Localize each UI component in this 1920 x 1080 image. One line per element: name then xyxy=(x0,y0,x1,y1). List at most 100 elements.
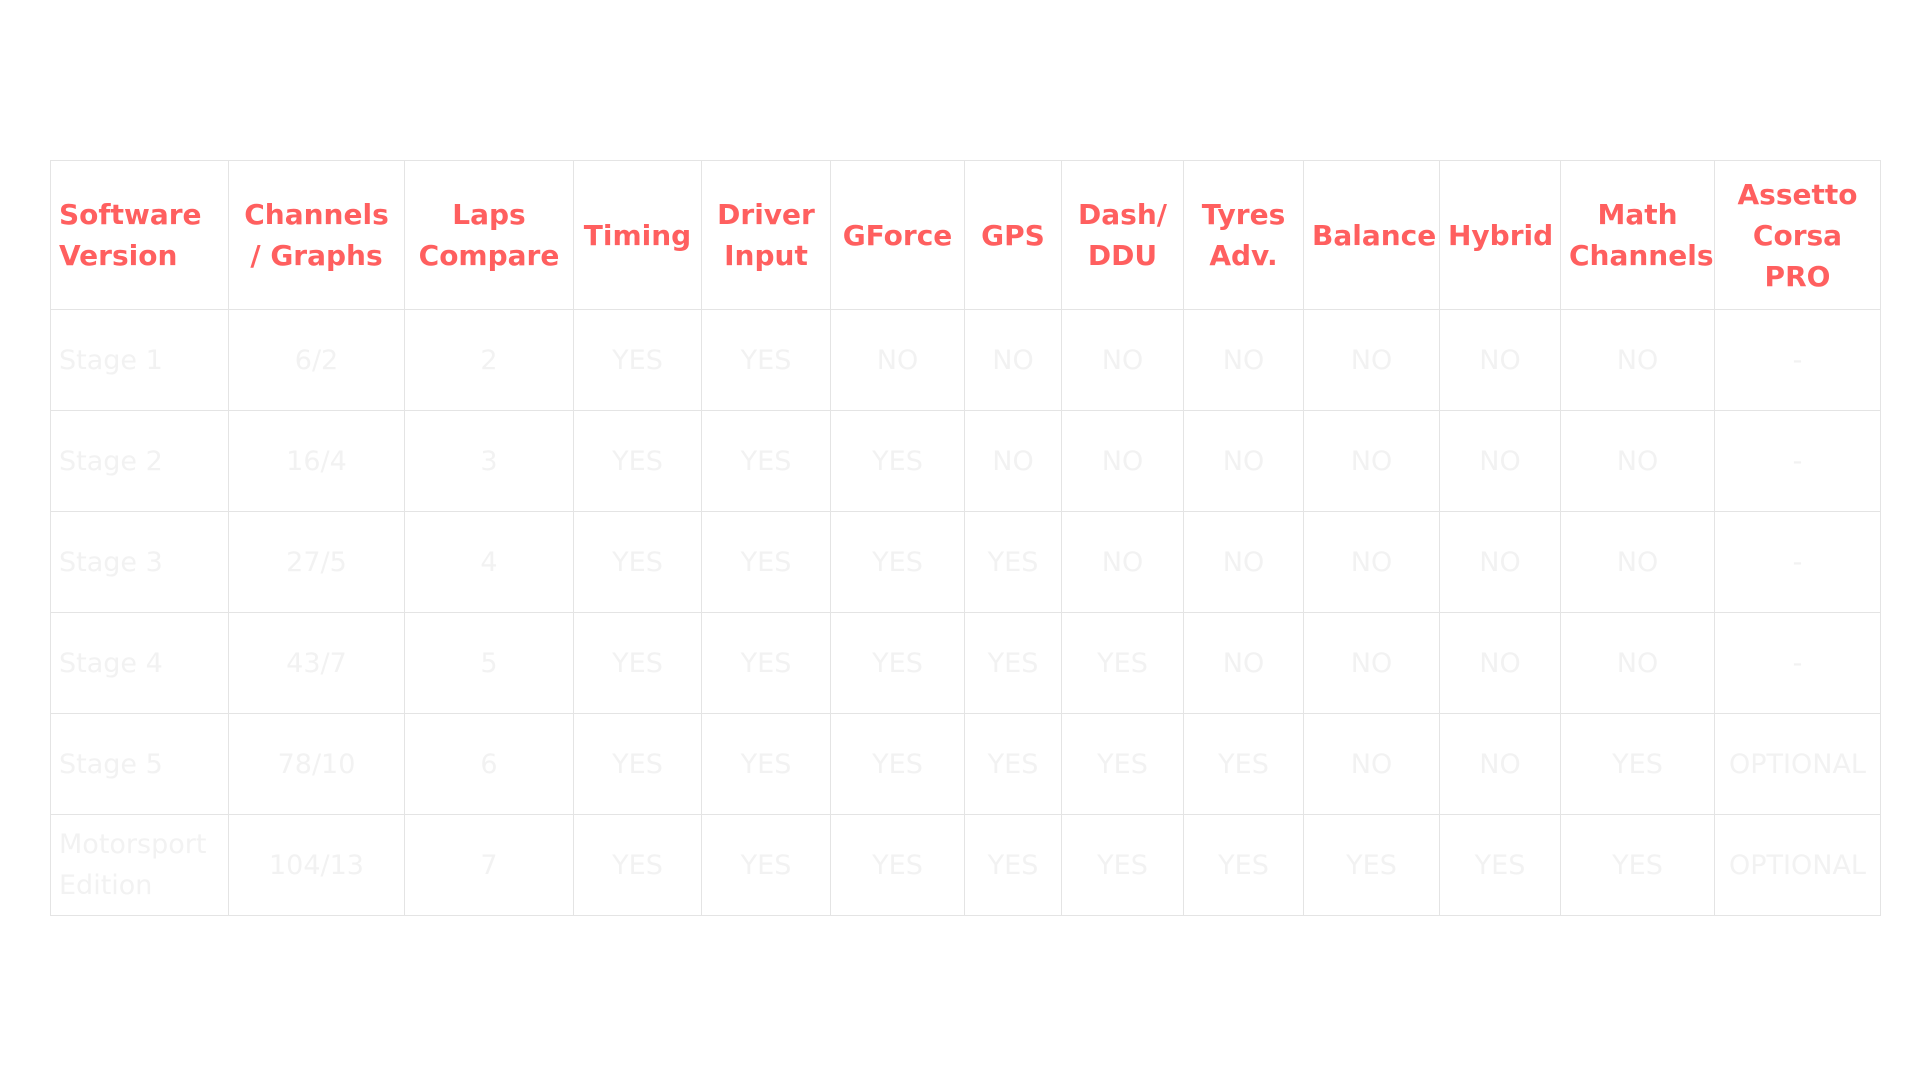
cell-math-channels: NO xyxy=(1560,309,1715,411)
cell-dash-ddu: YES xyxy=(1061,713,1184,815)
cell-driver-input: YES xyxy=(701,814,831,916)
header-laps-compare: Laps Compare xyxy=(404,160,574,310)
table-row: Stage 4 43/7 5 YES YES YES YES YES NO NO NO NO - xyxy=(50,612,1881,714)
cell-dash-ddu: NO xyxy=(1061,511,1184,613)
header-timing: Timing xyxy=(573,160,702,310)
cell-assetto-corsa-pro: OPTIONAL xyxy=(1714,814,1881,916)
header-channels-graphs: Channels / Graphs xyxy=(228,160,405,310)
cell-driver-input: YES xyxy=(701,410,831,512)
header-balance: Balance xyxy=(1303,160,1440,310)
cell-dash-ddu: NO xyxy=(1061,309,1184,411)
cell-gforce: YES xyxy=(830,612,965,714)
cell-channels-graphs: 16/4 xyxy=(228,410,405,512)
cell-channels-graphs: 27/5 xyxy=(228,511,405,613)
cell-gforce: YES xyxy=(830,814,965,916)
table-row: Stage 5 78/10 6 YES YES YES YES YES YES NO NO YES OP… xyxy=(50,713,1881,815)
cell-dash-ddu: YES xyxy=(1061,814,1184,916)
cell-driver-input: YES xyxy=(701,511,831,613)
cell-assetto-corsa-pro: - xyxy=(1714,309,1881,411)
cell-laps-compare: 3 xyxy=(404,410,574,512)
cell-math-channels: NO xyxy=(1560,511,1715,613)
cell-dash-ddu: NO xyxy=(1061,410,1184,512)
cell-dash-ddu: YES xyxy=(1061,612,1184,714)
cell-balance: NO xyxy=(1303,309,1440,411)
cell-gforce: YES xyxy=(830,410,965,512)
table-row: Stage 1 6/2 2 YES YES NO NO NO NO NO NO NO - xyxy=(50,309,1881,411)
cell-balance: NO xyxy=(1303,410,1440,512)
cell-balance: NO xyxy=(1303,612,1440,714)
header-assetto-corsa-pro: Assetto Corsa PRO xyxy=(1714,160,1881,310)
cell-assetto-corsa-pro: - xyxy=(1714,612,1881,714)
cell-software-version: Stage 5 xyxy=(50,713,229,815)
cell-hybrid: YES xyxy=(1439,814,1561,916)
cell-software-version: Stage 3 xyxy=(50,511,229,613)
cell-software-version: Stage 2 xyxy=(50,410,229,512)
cell-timing: YES xyxy=(573,410,702,512)
cell-balance: YES xyxy=(1303,814,1440,916)
cell-timing: YES xyxy=(573,713,702,815)
cell-timing: YES xyxy=(573,612,702,714)
cell-gps: NO xyxy=(964,309,1062,411)
cell-balance: NO xyxy=(1303,713,1440,815)
cell-gforce: YES xyxy=(830,713,965,815)
cell-channels-graphs: 6/2 xyxy=(228,309,405,411)
cell-tyres-adv: YES xyxy=(1183,713,1304,815)
table-row: Stage 2 16/4 3 YES YES YES NO NO NO NO NO NO - xyxy=(50,410,1881,512)
cell-channels-graphs: 104/13 xyxy=(228,814,405,916)
header-driver-input: Driver Input xyxy=(701,160,831,310)
cell-software-version: Stage 1 xyxy=(50,309,229,411)
cell-math-channels: NO xyxy=(1560,612,1715,714)
cell-tyres-adv: NO xyxy=(1183,511,1304,613)
cell-tyres-adv: YES xyxy=(1183,814,1304,916)
cell-gps: NO xyxy=(964,410,1062,512)
cell-gps: YES xyxy=(964,814,1062,916)
cell-laps-compare: 7 xyxy=(404,814,574,916)
cell-driver-input: YES xyxy=(701,612,831,714)
cell-driver-input: YES xyxy=(701,309,831,411)
comparison-table-container: Software Version Channels / Graphs Laps … xyxy=(50,160,1881,916)
cell-hybrid: NO xyxy=(1439,713,1561,815)
cell-timing: YES xyxy=(573,814,702,916)
cell-laps-compare: 4 xyxy=(404,511,574,613)
cell-timing: YES xyxy=(573,511,702,613)
cell-assetto-corsa-pro: - xyxy=(1714,410,1881,512)
cell-channels-graphs: 78/10 xyxy=(228,713,405,815)
software-version-comparison-table: Software Version Channels / Graphs Laps … xyxy=(50,160,1881,916)
cell-balance: NO xyxy=(1303,511,1440,613)
header-gps: GPS xyxy=(964,160,1062,310)
table-row: Stage 3 27/5 4 YES YES YES YES NO NO NO NO NO - xyxy=(50,511,1881,613)
cell-software-version: Motorsport Edition xyxy=(50,814,229,916)
cell-math-channels: YES xyxy=(1560,814,1715,916)
header-math-channels: Math Channels xyxy=(1560,160,1715,310)
cell-hybrid: NO xyxy=(1439,410,1561,512)
header-gforce: GForce xyxy=(830,160,965,310)
cell-channels-graphs: 43/7 xyxy=(228,612,405,714)
header-row: Software Version Channels / Graphs Laps … xyxy=(50,160,1881,310)
cell-laps-compare: 5 xyxy=(404,612,574,714)
cell-math-channels: YES xyxy=(1560,713,1715,815)
cell-laps-compare: 6 xyxy=(404,713,574,815)
table-row: Motorsport Edition 104/13 7 YES YES YES YES YES… xyxy=(50,814,1881,916)
header-software-version: Software Version xyxy=(50,160,229,310)
cell-assetto-corsa-pro: OPTIONAL xyxy=(1714,713,1881,815)
cell-software-version: Stage 4 xyxy=(50,612,229,714)
cell-timing: YES xyxy=(573,309,702,411)
cell-gps: YES xyxy=(964,511,1062,613)
cell-tyres-adv: NO xyxy=(1183,612,1304,714)
cell-tyres-adv: NO xyxy=(1183,309,1304,411)
cell-math-channels: NO xyxy=(1560,410,1715,512)
cell-tyres-adv: NO xyxy=(1183,410,1304,512)
cell-assetto-corsa-pro: - xyxy=(1714,511,1881,613)
cell-hybrid: NO xyxy=(1439,612,1561,714)
cell-gforce: NO xyxy=(830,309,965,411)
cell-gps: YES xyxy=(964,612,1062,714)
cell-laps-compare: 2 xyxy=(404,309,574,411)
cell-gforce: YES xyxy=(830,511,965,613)
cell-driver-input: YES xyxy=(701,713,831,815)
cell-hybrid: NO xyxy=(1439,309,1561,411)
header-hybrid: Hybrid xyxy=(1439,160,1561,310)
header-tyres-adv: Tyres Adv. xyxy=(1183,160,1304,310)
cell-gps: YES xyxy=(964,713,1062,815)
cell-hybrid: NO xyxy=(1439,511,1561,613)
